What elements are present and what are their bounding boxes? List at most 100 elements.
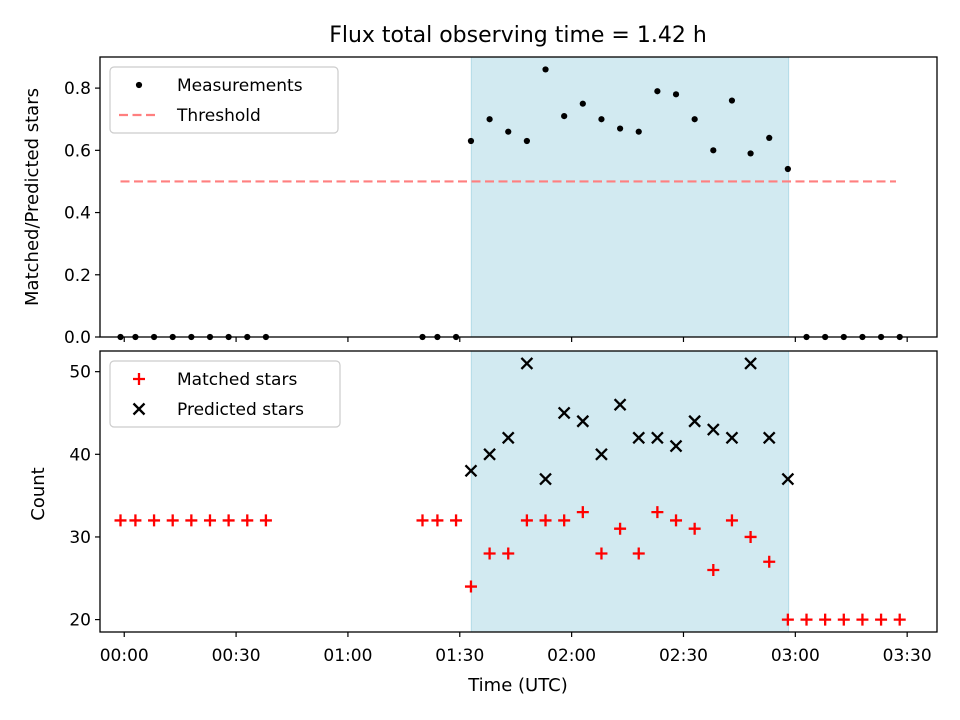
matched-point (670, 514, 683, 527)
legend-predicted-swatch (132, 402, 146, 416)
matched-point (819, 613, 832, 626)
measurement-point (672, 91, 680, 98)
measurement-point (747, 150, 754, 157)
x-tick-label: 00:30 (212, 646, 261, 666)
measurement-point (710, 147, 717, 154)
predicted-point (483, 447, 496, 461)
x-tick-label: 02:00 (547, 646, 596, 666)
predicted-point (688, 414, 701, 428)
legend-box (109, 66, 339, 134)
predicted-point (613, 398, 627, 412)
matched-point (614, 522, 627, 535)
matched-point (129, 514, 142, 527)
top-panel: Matched/Predicted stars 0.0 0.2 0.4 0.6 0.8 M… (22, 56, 938, 348)
legend-label: Matched stars (177, 370, 297, 390)
y-tick-label: 50 (69, 363, 91, 383)
predicted-point (781, 472, 795, 486)
legend-label: Predicted stars (177, 400, 304, 420)
matched-point (837, 613, 850, 626)
measurement-point (766, 134, 773, 141)
y-tick-label: 0.2 (64, 266, 91, 286)
y-tick-label: 0.8 (64, 79, 91, 99)
bottom-ylabel: Count (28, 467, 49, 520)
y-tick-label: 20 (69, 611, 91, 631)
predicted-point (501, 431, 515, 445)
legend-label: Measurements (177, 76, 303, 96)
legend: Measurements Threshold (109, 66, 339, 134)
legend-matched-swatch (133, 373, 145, 385)
axes-frame (99, 56, 938, 338)
matched-point (166, 514, 179, 527)
predicted-point (669, 439, 683, 453)
predicted-point (557, 406, 571, 420)
matched-point (259, 514, 272, 527)
measurement-point (635, 128, 642, 135)
predicted-point (632, 431, 646, 445)
measurement-point (467, 137, 475, 145)
matched-point (185, 514, 198, 527)
x-tick-label: 00:00 (100, 646, 149, 666)
predicted-point (725, 431, 739, 445)
matched-point (893, 613, 906, 626)
matched-point (651, 506, 664, 519)
matched-point (781, 613, 794, 626)
matched-point (416, 514, 429, 527)
bottom-xlabel: Time (UTC) (467, 675, 568, 696)
matched-point (558, 514, 571, 527)
measurement-point (542, 66, 549, 73)
y-tick-label: 0.0 (64, 328, 91, 348)
matched-point (688, 522, 701, 535)
predicted-point (706, 423, 720, 436)
x-tick-label: 02:30 (659, 646, 708, 666)
matched-point (576, 506, 589, 519)
highlight-span (470, 56, 790, 338)
x-tick-label: 01:30 (435, 646, 484, 666)
matched-point (875, 613, 888, 626)
measurement-point (728, 97, 736, 104)
y-tick-label: 0.6 (64, 141, 91, 161)
legend-measurement-swatch (135, 81, 143, 89)
predicted-point (762, 431, 776, 445)
matched-point (595, 547, 608, 560)
predicted-point (651, 431, 664, 445)
measurement-point (691, 116, 698, 123)
measurement-point (523, 137, 530, 145)
predicted-point (464, 464, 478, 478)
y-tick-label: 0.4 (64, 204, 91, 224)
measurement-point (505, 128, 512, 135)
x-tick-label: 01:00 (323, 646, 372, 666)
predicted-point (539, 472, 552, 486)
x-tick-label: 03:30 (883, 646, 932, 666)
measurement-point (784, 165, 791, 173)
matched-point (744, 530, 757, 543)
axes-frame (99, 350, 938, 633)
matched-point (707, 564, 720, 577)
matched-point (632, 547, 645, 560)
top-ylabel: Matched/Predicted stars (22, 88, 43, 306)
measurement-point (561, 113, 568, 120)
matched-point (222, 514, 235, 527)
measurement-point (598, 116, 605, 123)
predicted-point (744, 357, 757, 370)
y-tick-label: 40 (69, 445, 91, 465)
matched-point (725, 514, 738, 527)
predicted-point (576, 414, 590, 428)
measurement-point (654, 88, 661, 95)
matched-point (856, 613, 869, 626)
y-tick-label: 30 (69, 528, 91, 548)
matched-point (114, 514, 127, 527)
matched-point (431, 514, 444, 527)
x-tick-label: 03:00 (771, 646, 820, 666)
matched-point (450, 514, 463, 527)
highlight-span (470, 350, 790, 633)
legend: Matched stars Predicted stars (109, 360, 341, 428)
matched-point (483, 547, 496, 560)
matched-point (763, 555, 776, 568)
matched-point (148, 514, 161, 527)
matched-point (539, 514, 552, 527)
matched-point (520, 514, 533, 527)
predicted-point (595, 447, 608, 461)
predicted-point (520, 357, 534, 370)
measurement-point (616, 125, 624, 132)
